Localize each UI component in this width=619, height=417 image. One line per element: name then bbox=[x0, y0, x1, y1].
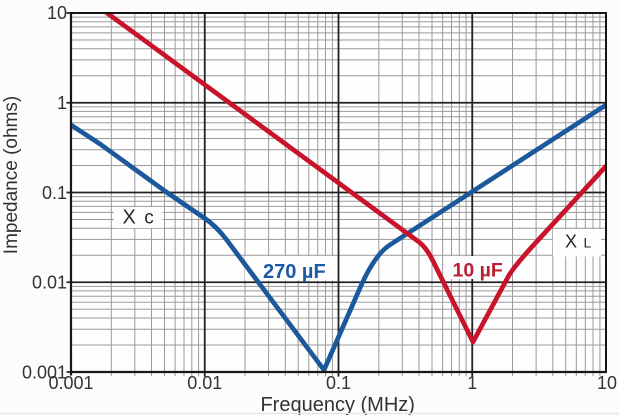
svg-text:Frequency (MHz): Frequency (MHz) bbox=[260, 394, 414, 416]
svg-text:10: 10 bbox=[47, 3, 67, 23]
svg-text:Impedance (ohms): Impedance (ohms) bbox=[1, 96, 22, 254]
svg-text:1: 1 bbox=[467, 373, 477, 393]
svg-text:0.001: 0.001 bbox=[22, 363, 67, 383]
svg-text:0.001: 0.001 bbox=[48, 373, 93, 393]
svg-text:270 µF: 270 µF bbox=[263, 261, 326, 283]
svg-text:1: 1 bbox=[57, 93, 67, 113]
svg-text:0.1: 0.1 bbox=[326, 373, 351, 393]
svg-text:0.01: 0.01 bbox=[32, 273, 67, 293]
svg-text:0.1: 0.1 bbox=[42, 183, 67, 203]
svg-text:X: X bbox=[123, 207, 136, 229]
svg-text:10 µF: 10 µF bbox=[453, 260, 503, 282]
svg-text:10: 10 bbox=[597, 373, 617, 393]
svg-text:L: L bbox=[584, 235, 592, 251]
svg-text:X: X bbox=[565, 232, 577, 252]
svg-text:c: c bbox=[144, 208, 154, 229]
svg-text:0.01: 0.01 bbox=[187, 373, 222, 393]
